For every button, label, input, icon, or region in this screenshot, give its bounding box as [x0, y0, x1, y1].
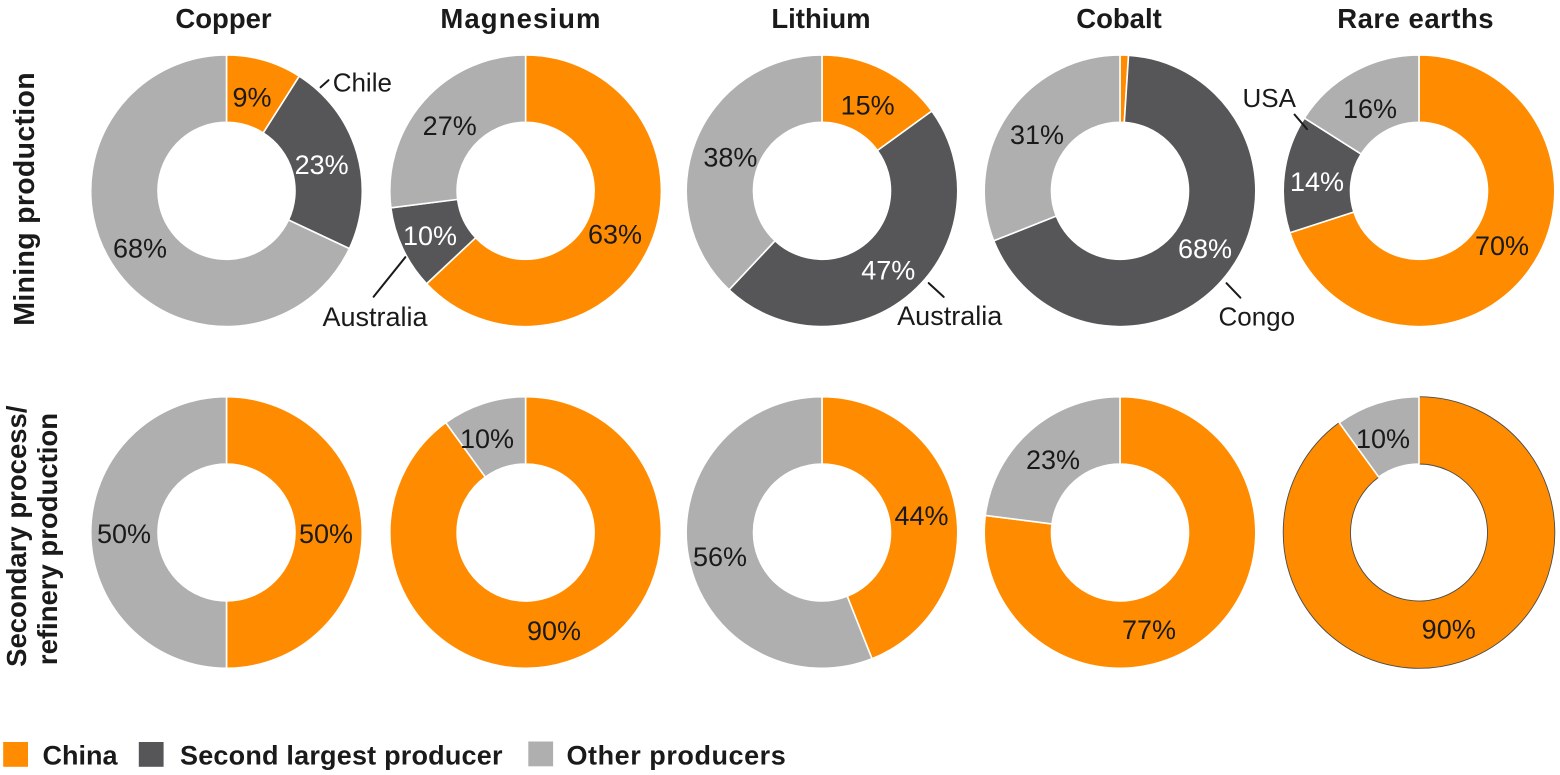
svg-text:14%: 14%	[1290, 167, 1344, 197]
svg-text:Second largest producer: Second largest producer	[180, 741, 503, 771]
svg-text:38%: 38%	[703, 143, 757, 173]
svg-text:56%: 56%	[693, 542, 747, 572]
svg-text:23%: 23%	[295, 150, 349, 180]
svg-text:47%: 47%	[861, 255, 915, 285]
svg-text:15%: 15%	[841, 90, 895, 120]
svg-text:Rare earths: Rare earths	[1337, 3, 1494, 34]
svg-text:Magnesium: Magnesium	[440, 3, 601, 34]
svg-text:Lithium: Lithium	[771, 3, 870, 34]
svg-text:68%: 68%	[1178, 234, 1232, 264]
svg-text:23%: 23%	[1026, 445, 1080, 475]
svg-text:Mining production: Mining production	[9, 72, 41, 326]
svg-text:Cobalt: Cobalt	[1076, 3, 1162, 34]
svg-text:refinery production: refinery production	[32, 413, 63, 665]
svg-text:Australia: Australia	[897, 301, 1003, 331]
svg-text:90%: 90%	[527, 616, 581, 646]
svg-text:10%: 10%	[460, 424, 514, 454]
svg-text:Copper: Copper	[175, 3, 272, 34]
svg-text:10%: 10%	[1356, 424, 1410, 454]
svg-text:10%: 10%	[403, 221, 457, 251]
svg-text:16%: 16%	[1343, 94, 1397, 124]
svg-text:Secondary process/: Secondary process/	[1, 405, 32, 667]
svg-text:31%: 31%	[1010, 120, 1064, 150]
svg-text:50%: 50%	[299, 519, 353, 549]
svg-text:50%: 50%	[97, 519, 151, 549]
svg-text:70%: 70%	[1475, 231, 1529, 261]
svg-text:Australia: Australia	[322, 302, 428, 332]
svg-text:9%: 9%	[232, 82, 271, 112]
svg-text:Congo: Congo	[1218, 302, 1295, 332]
svg-text:77%: 77%	[1122, 615, 1176, 645]
svg-text:63%: 63%	[588, 219, 642, 249]
svg-text:Chile: Chile	[333, 68, 392, 98]
svg-text:68%: 68%	[113, 233, 167, 263]
svg-text:Other producers: Other producers	[567, 741, 787, 771]
svg-text:27%: 27%	[423, 111, 477, 141]
svg-text:44%: 44%	[894, 501, 948, 531]
svg-text:USA: USA	[1242, 83, 1296, 113]
svg-text:90%: 90%	[1422, 614, 1476, 644]
svg-text:China: China	[43, 741, 119, 771]
